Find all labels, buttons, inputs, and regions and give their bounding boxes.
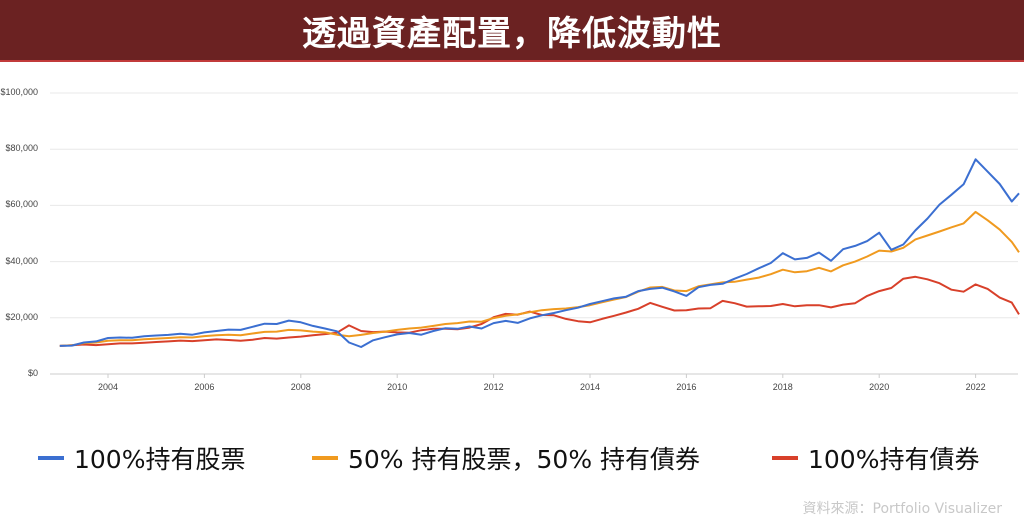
series-line [59,210,1020,347]
y-tick-label: $100,000 [0,87,38,97]
title-banner: 透過資產配置，降低波動性 [0,0,1024,62]
legend-item-stocks: 100%持有股票 [38,440,245,476]
x-tick-label: 2016 [676,382,697,392]
x-tick-label: 2004 [97,382,119,392]
series-line [59,158,1020,348]
chart-legend: 100%持有股票 50% 持有股票，50% 持有債券 100%持有債券 [0,440,1024,476]
y-tick-label: $60,000 [5,199,38,210]
chart-plot-area [50,92,1020,378]
y-tick-label: $20,000 [5,311,38,322]
legend-swatch-orange-icon [312,456,338,460]
x-tick-label: 2006 [194,382,215,392]
y-tick-label: $40,000 [5,255,38,266]
x-tick-label: 2012 [483,382,504,392]
legend-item-bonds: 100%持有債券 [772,440,979,476]
x-tick-label: 2020 [869,382,890,392]
legend-label: 100%持有股票 [74,445,246,474]
legend-label: 100%持有債券 [808,445,980,474]
source-attribution: 資料來源：Portfolio Visualizer [802,501,1002,517]
x-tick-label: 2018 [772,382,793,392]
x-tick-label: 2014 [579,382,601,392]
x-tick-label: 2008 [290,382,311,392]
y-tick-label: $0 [27,368,38,378]
legend-item-balanced: 50% 持有股票，50% 持有債券 [312,440,700,476]
x-tick-label: 2022 [965,382,986,392]
line-chart: $0 $20,000 $40,000 $60,000 $80,000 $100,000 2… [0,70,1024,410]
legend-swatch-blue-icon [38,456,64,460]
y-tick-label: $80,000 [5,143,38,154]
legend-swatch-red-icon [772,456,798,460]
page-title: 透過資產配置，降低波動性 [302,13,722,54]
legend-label: 50% 持有股票，50% 持有債券 [348,445,701,474]
x-tick-label: 2010 [387,382,408,392]
